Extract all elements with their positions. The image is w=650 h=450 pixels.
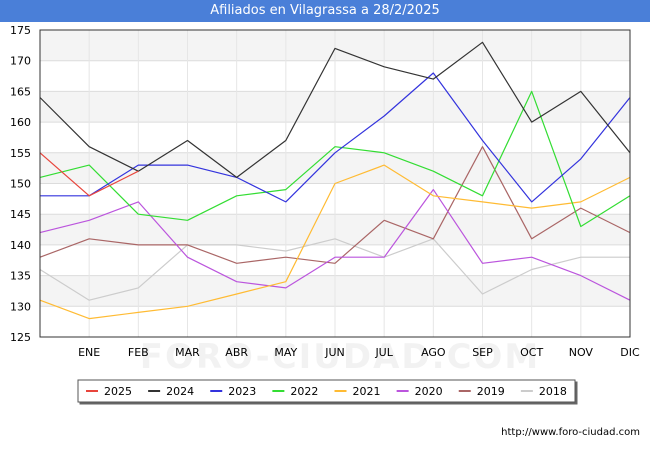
legend-label-2024: 2024 xyxy=(166,385,194,398)
series-line-2019 xyxy=(39,146,631,264)
y-tick-label: 135 xyxy=(10,270,31,283)
y-tick-label: 145 xyxy=(10,208,31,221)
x-tick-label: ENE xyxy=(78,346,100,359)
x-tick-label: JUL xyxy=(374,346,393,359)
legend-label-2019: 2019 xyxy=(477,385,505,398)
series-line-2020 xyxy=(39,189,631,301)
y-tick-label: 160 xyxy=(10,116,31,129)
series-line-2025 xyxy=(39,152,139,197)
legend-label-2022: 2022 xyxy=(290,385,318,398)
legend-label-2018: 2018 xyxy=(539,385,567,398)
x-tick-label: NOV xyxy=(569,346,594,359)
series-line-2018 xyxy=(39,238,630,301)
x-tick-label: JUN xyxy=(324,346,345,359)
source-url: http://www.foro-ciudad.com xyxy=(501,427,640,438)
y-tick-label: 175 xyxy=(10,24,31,37)
y-tick-label: 125 xyxy=(10,331,31,344)
x-tick-label: MAY xyxy=(274,346,297,359)
legend-box xyxy=(77,379,576,403)
y-tick-label: 140 xyxy=(10,239,31,252)
legend-label-2020: 2020 xyxy=(415,385,443,398)
chart-title: Afiliados en Vilagrassa a 28/2/2025 xyxy=(0,0,650,22)
legend-label-2025: 2025 xyxy=(104,385,132,398)
x-tick-label: MAR xyxy=(175,346,200,359)
plot-border xyxy=(39,29,631,338)
x-tick-label: AGO xyxy=(421,346,446,359)
y-tick-label: 130 xyxy=(10,300,31,313)
x-tick-label: ABR xyxy=(225,346,248,359)
y-tick-label: 165 xyxy=(10,85,31,98)
x-tick-label: SEP xyxy=(472,346,493,359)
series-line-2022 xyxy=(39,90,631,228)
legend-label-2023: 2023 xyxy=(228,385,256,398)
series-line-2021 xyxy=(39,164,631,320)
x-tick-label: FEB xyxy=(128,346,149,359)
series-line-2023 xyxy=(40,72,631,203)
legend-label-2021: 2021 xyxy=(353,385,381,398)
y-tick-label: 170 xyxy=(10,55,31,68)
x-tick-label: DIC xyxy=(620,346,640,359)
y-tick-label: 155 xyxy=(10,147,31,160)
y-tick-label: 150 xyxy=(10,178,31,191)
watermark: FORO-CIUDAD.COM xyxy=(140,337,541,377)
x-tick-label: OCT xyxy=(520,346,543,359)
